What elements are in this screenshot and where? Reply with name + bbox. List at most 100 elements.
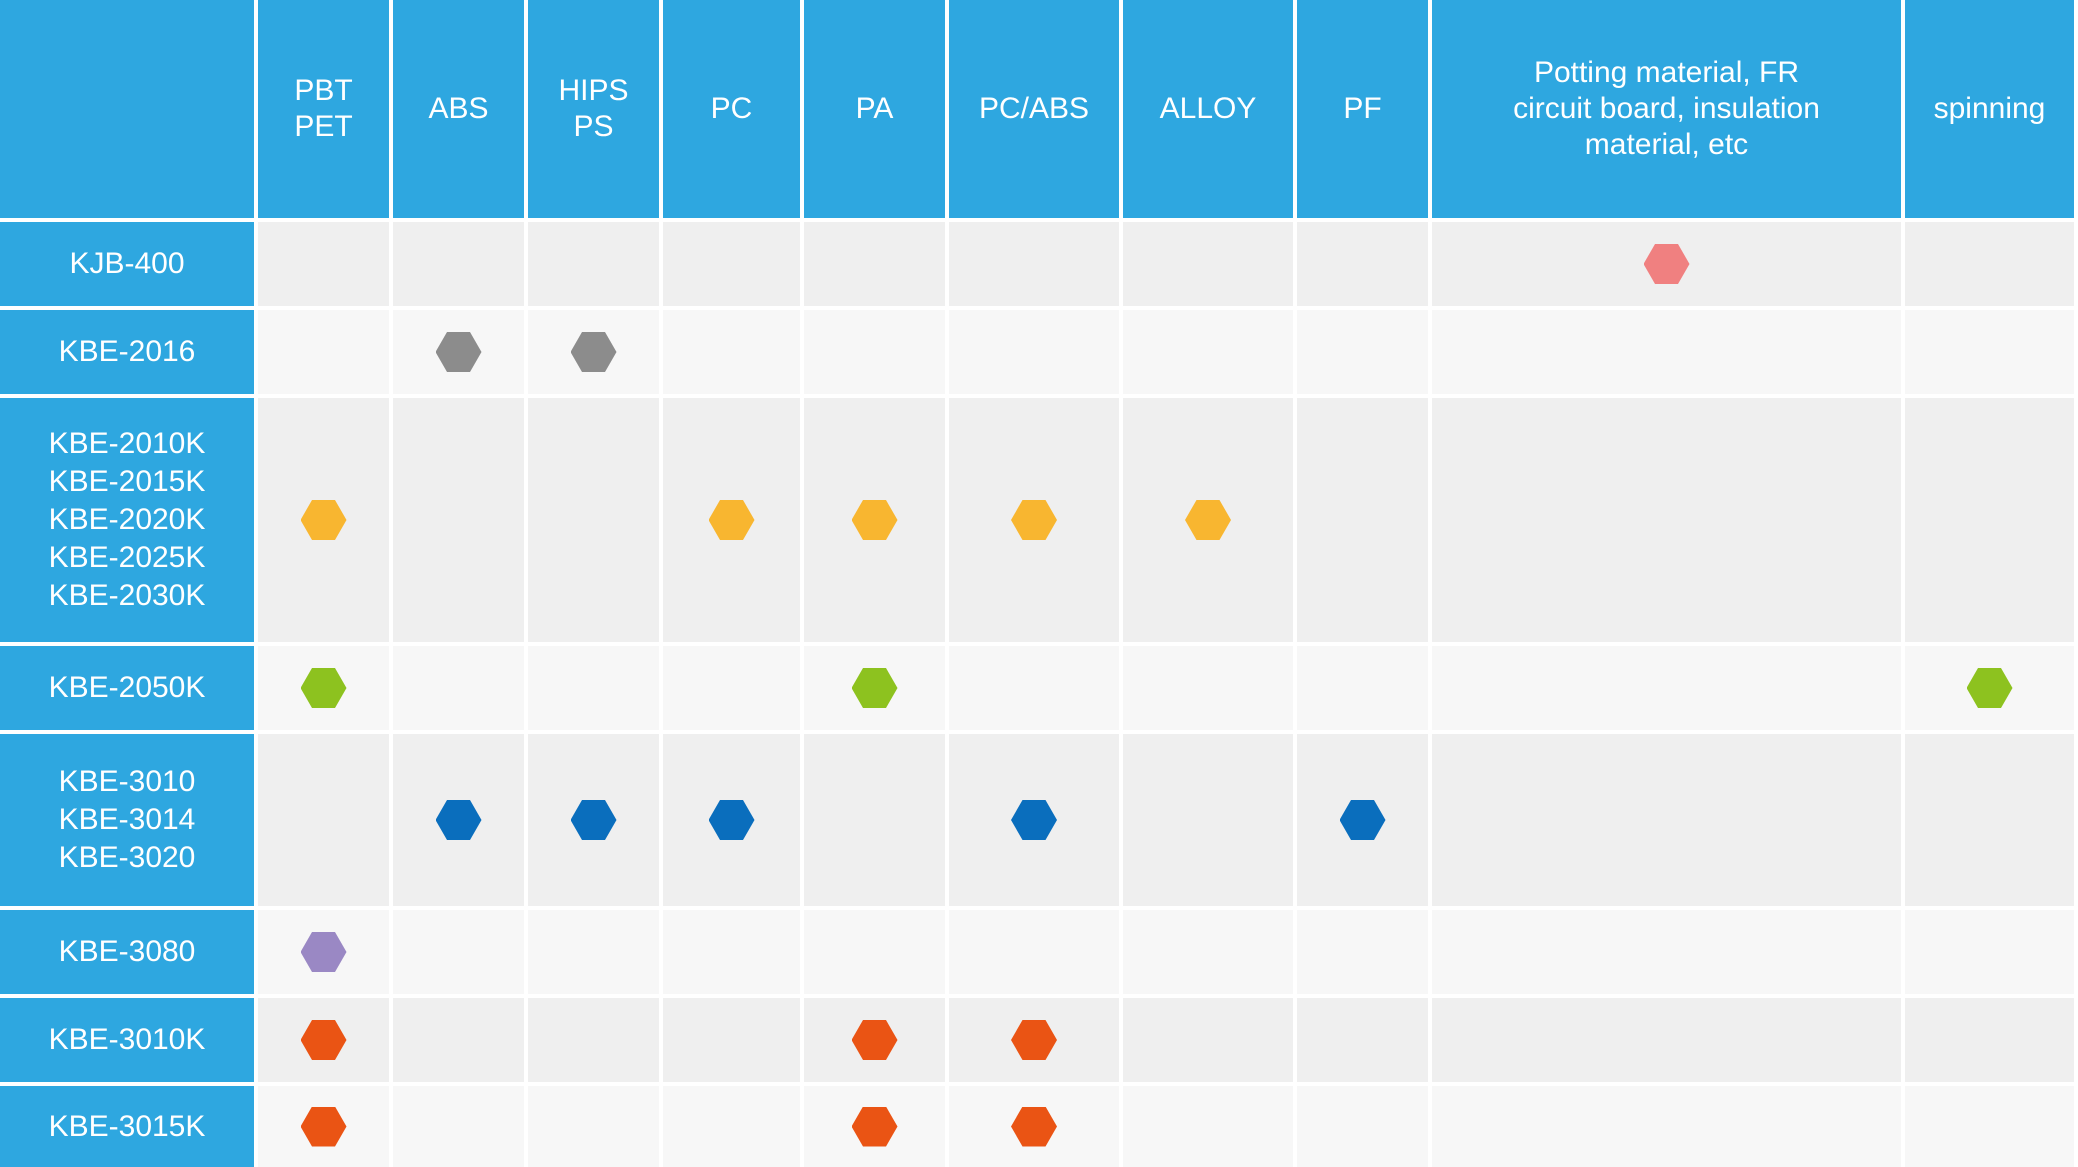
table-cell — [1432, 398, 1901, 642]
hexagon-mark-icon — [708, 500, 755, 540]
table-cell — [949, 998, 1119, 1082]
table-cell — [528, 998, 659, 1082]
table-cell — [1905, 310, 2074, 394]
table-cell — [1432, 222, 1901, 306]
table-cell — [1297, 1086, 1428, 1167]
column-header: PC/ABS — [949, 0, 1119, 218]
table-cell — [949, 222, 1119, 306]
table-cell — [1123, 998, 1293, 1082]
hexagon-mark-icon — [300, 500, 347, 540]
table-cell — [1905, 398, 2074, 642]
table-cell — [258, 998, 389, 1082]
table-cell — [258, 1086, 389, 1167]
table-cell — [663, 222, 800, 306]
table-cell — [393, 646, 524, 730]
table-cell — [804, 998, 945, 1082]
table-cell — [1432, 998, 1901, 1082]
column-header: ALLOY — [1123, 0, 1293, 218]
table-cell — [663, 998, 800, 1082]
column-header: Potting material, FR circuit board, insu… — [1432, 0, 1901, 218]
table-cell — [393, 222, 524, 306]
table-cell — [258, 398, 389, 642]
table-cell — [1297, 222, 1428, 306]
table-cell — [663, 310, 800, 394]
table-cell — [1297, 398, 1428, 642]
row-header: KBE-3015K — [0, 1086, 254, 1167]
column-header: ABS — [393, 0, 524, 218]
row-header: KBE-2050K — [0, 646, 254, 730]
hexagon-mark-icon — [1339, 800, 1386, 840]
hexagon-mark-icon — [300, 932, 347, 972]
table-cell — [1123, 646, 1293, 730]
table-cell — [1905, 998, 2074, 1082]
row-header: KJB-400 — [0, 222, 254, 306]
table-cell — [804, 310, 945, 394]
table-cell — [528, 910, 659, 994]
column-header: spinning — [1905, 0, 2074, 218]
row-header: KBE-2010K KBE-2015K KBE-2020K KBE-2025K … — [0, 398, 254, 642]
table-cell — [1123, 222, 1293, 306]
hexagon-mark-icon — [570, 332, 617, 372]
table-cell — [1432, 910, 1901, 994]
table-cell — [1123, 734, 1293, 906]
table-cell — [949, 646, 1119, 730]
table-cell — [1905, 734, 2074, 906]
table-cell — [663, 1086, 800, 1167]
table-cell — [949, 910, 1119, 994]
table-cell — [528, 1086, 659, 1167]
table-cell — [258, 222, 389, 306]
table-cell — [393, 998, 524, 1082]
table-cell — [804, 398, 945, 642]
table-cell — [1297, 310, 1428, 394]
table-cell — [804, 1086, 945, 1167]
row-header: KBE-2016 — [0, 310, 254, 394]
table-cell — [393, 734, 524, 906]
table-cell — [258, 910, 389, 994]
hexagon-mark-icon — [1011, 1020, 1057, 1060]
column-header: PBT PET — [258, 0, 389, 218]
hexagon-mark-icon — [570, 800, 617, 840]
table-cell — [1905, 910, 2074, 994]
table-cell — [804, 222, 945, 306]
table-cell — [663, 646, 800, 730]
hexagon-mark-icon — [851, 668, 898, 708]
table-cell — [804, 910, 945, 994]
table-cell — [1297, 910, 1428, 994]
hexagon-mark-icon — [851, 1106, 898, 1147]
table-cell — [804, 646, 945, 730]
table-cell — [1905, 1086, 2074, 1167]
table-cell — [663, 910, 800, 994]
hexagon-mark-icon — [1011, 500, 1057, 540]
table-cell — [949, 734, 1119, 906]
table-cell — [258, 310, 389, 394]
hexagon-mark-icon — [300, 668, 347, 708]
table-cell — [1123, 310, 1293, 394]
table-cell — [1432, 310, 1901, 394]
table-cell — [528, 734, 659, 906]
table-cell — [1297, 998, 1428, 1082]
table-cell — [1432, 1086, 1901, 1167]
table-cell — [528, 398, 659, 642]
table-cell — [393, 1086, 524, 1167]
hexagon-mark-icon — [1185, 500, 1231, 540]
table-cell — [1297, 646, 1428, 730]
table-cell — [393, 398, 524, 642]
row-header: KBE-3010 KBE-3014 KBE-3020 — [0, 734, 254, 906]
table-corner — [0, 0, 254, 218]
table-cell — [1432, 646, 1901, 730]
table-cell — [528, 222, 659, 306]
hexagon-mark-icon — [435, 332, 482, 372]
table-cell — [528, 310, 659, 394]
hexagon-mark-icon — [851, 500, 898, 540]
row-header: KBE-3010K — [0, 998, 254, 1082]
table-cell — [1123, 910, 1293, 994]
table-cell — [804, 734, 945, 906]
column-header: PA — [804, 0, 945, 218]
table-cell — [393, 310, 524, 394]
table-cell — [663, 398, 800, 642]
table-cell — [1432, 734, 1901, 906]
table-cell — [949, 1086, 1119, 1167]
hexagon-mark-icon — [1011, 800, 1057, 840]
hexagon-mark-icon — [300, 1020, 347, 1060]
